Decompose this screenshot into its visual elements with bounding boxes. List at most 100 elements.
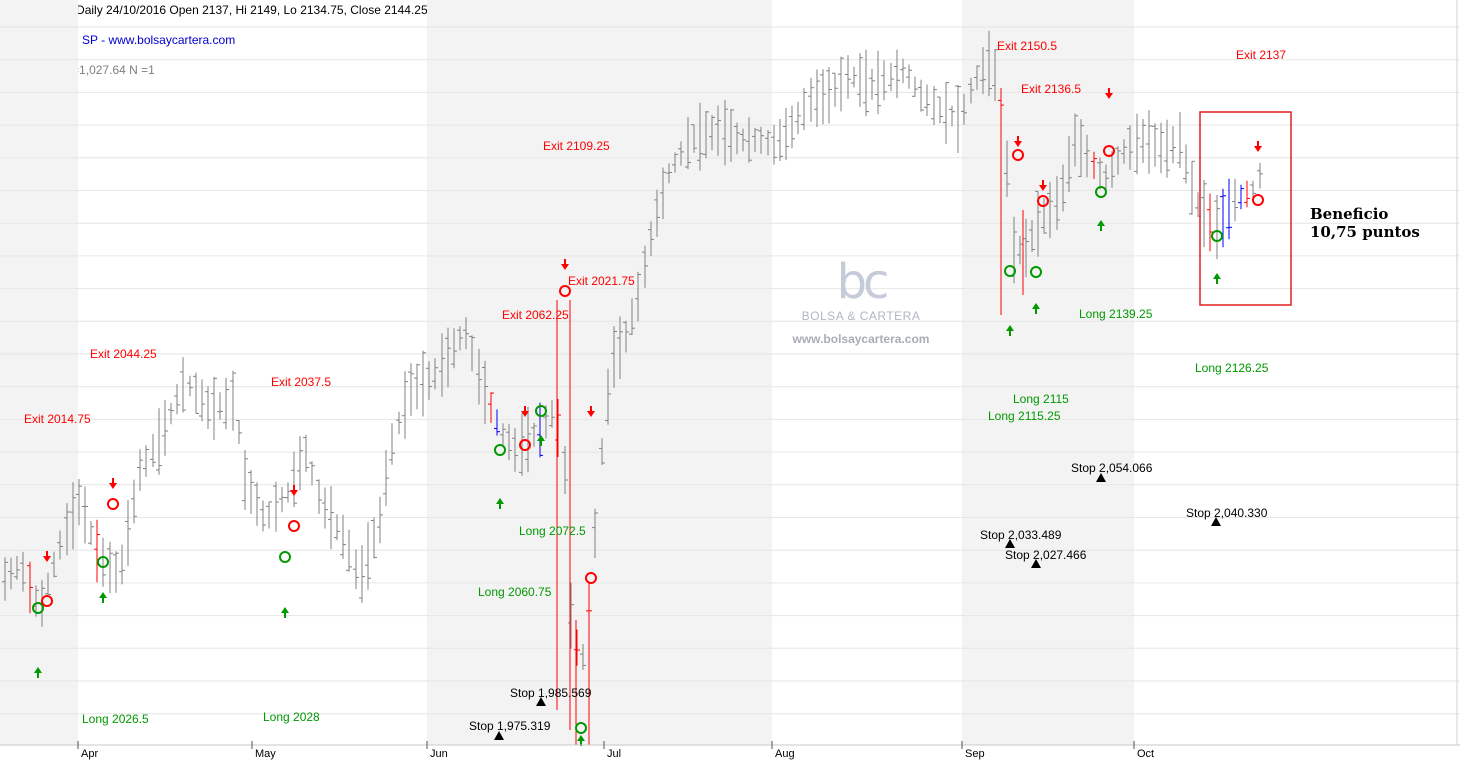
ohlc-bar — [365, 522, 371, 590]
ohlc-bar — [758, 126, 764, 154]
watermark-logo: bc BOLSA & CARTERA www.bolsaycartera.com — [776, 255, 946, 346]
ohlc-bar — [1047, 181, 1053, 239]
ohlc-bar — [599, 438, 605, 466]
long-arrow-up-icon — [281, 607, 289, 618]
ohlc-bar — [205, 386, 211, 429]
long-label: Long 2139.25 — [1079, 307, 1153, 321]
ohlc-bar — [242, 450, 248, 510]
exit-marker — [288, 520, 300, 532]
x-tick-label: Oct — [1137, 748, 1154, 760]
ohlc-bar — [482, 360, 488, 425]
long-label: Long 2115 — [1013, 392, 1069, 406]
ohlc-bar — [1078, 119, 1084, 177]
ohlc-bar — [789, 105, 795, 149]
ohlc-bar — [187, 375, 193, 397]
ohlc-bar — [414, 363, 420, 410]
x-tick-label: Aug — [775, 748, 795, 760]
ohlc-bar — [820, 69, 826, 125]
exit-arrow-down-icon — [521, 406, 529, 417]
exit-marker — [519, 439, 531, 451]
ohlc-bar — [771, 124, 777, 165]
ohlc-bar — [328, 485, 334, 550]
ohlc-bar — [808, 77, 814, 122]
ohlc-bar — [728, 109, 734, 162]
ohlc-bar — [1041, 198, 1047, 234]
ohlc-bar — [888, 62, 894, 92]
ohlc-bar — [777, 119, 783, 161]
ohlc-bar — [1183, 144, 1189, 184]
ohlc-bar — [623, 320, 629, 353]
ohlc-bar — [303, 434, 309, 472]
ohlc-bars — [2, 30, 1263, 745]
ohlc-bar — [113, 551, 119, 593]
stop-triangle-icon — [494, 731, 504, 740]
ohlc-bar — [801, 87, 807, 131]
ohlc-bar — [629, 298, 635, 335]
stop-triangle-icon — [536, 697, 546, 706]
long-entry-marker — [279, 551, 291, 563]
ohlc-bar — [740, 128, 746, 152]
ohlc-bar — [180, 357, 186, 413]
profit-annotation: Beneficio 10,75 puntos — [1310, 205, 1420, 241]
ohlc-bar — [955, 85, 961, 153]
exit-label: Exit 2037.5 — [271, 375, 331, 389]
long-arrow-up-icon — [1032, 303, 1040, 314]
ohlc-bar — [1054, 176, 1060, 230]
ohlc-bar — [297, 436, 303, 491]
ohlc-bar — [648, 221, 654, 257]
ohlc-bar — [580, 644, 586, 670]
exit-marker — [1012, 149, 1024, 161]
ohlc-bar — [512, 428, 518, 472]
long-entry-marker — [97, 556, 109, 568]
long-label: Long 2026.5 — [82, 712, 149, 726]
ohlc-bar — [223, 377, 229, 430]
ohlc-bar — [131, 479, 137, 524]
ohlc-bar — [20, 551, 26, 592]
stop-label: Stop 1,975.319 — [469, 719, 551, 733]
ohlc-bar — [377, 496, 383, 544]
ohlc-bar — [783, 107, 789, 161]
ohlc-bar — [519, 413, 525, 476]
ohlc-bar — [617, 316, 623, 379]
ohlc-bar — [1207, 193, 1213, 252]
ohlc-bar — [795, 101, 801, 135]
ohlc-bar — [654, 189, 660, 237]
ohlc-bar — [285, 482, 291, 503]
ohlc-bar — [562, 446, 568, 494]
profit-title: Beneficio — [1310, 205, 1389, 223]
ohlc-bar — [100, 537, 106, 587]
ohlc-bar — [1152, 123, 1158, 167]
exit-marker — [1037, 195, 1049, 207]
long-entry-marker — [1095, 186, 1107, 198]
ohlc-bar — [457, 326, 463, 351]
ohlc-bar — [1115, 146, 1121, 175]
ohlc-bar — [685, 116, 691, 170]
ohlc-bar — [266, 501, 272, 529]
ohlc-bar — [1134, 113, 1140, 175]
ohlc-bar — [137, 449, 143, 491]
ohlc-bar — [94, 519, 100, 583]
ohlc-bar — [143, 445, 149, 477]
ohlc-bar — [125, 500, 131, 566]
ohlc-bar — [900, 58, 906, 84]
ohlc-bar — [918, 79, 924, 112]
ohlc-bar — [1072, 113, 1078, 167]
ohlc-bar — [500, 423, 506, 445]
ohlc-bar — [765, 130, 771, 156]
ohlc-bar — [949, 105, 955, 127]
exit-label: Exit 2150.5 — [997, 39, 1057, 53]
ohlc-bar — [863, 49, 869, 117]
ohlc-bar — [371, 517, 377, 559]
ohlc-bar — [525, 406, 531, 473]
ohlc-bar — [826, 67, 832, 124]
ohlc-bar — [894, 49, 900, 99]
x-tick-label: Apr — [81, 748, 98, 760]
ohlc-bar — [64, 503, 70, 556]
ohlc-bar — [642, 245, 648, 288]
ohlc-bar — [1097, 157, 1103, 190]
ohlc-bar — [1170, 126, 1176, 164]
ohlc-bar — [752, 127, 758, 153]
x-tick-label: May — [255, 748, 276, 760]
ohlc-bar — [703, 111, 709, 159]
